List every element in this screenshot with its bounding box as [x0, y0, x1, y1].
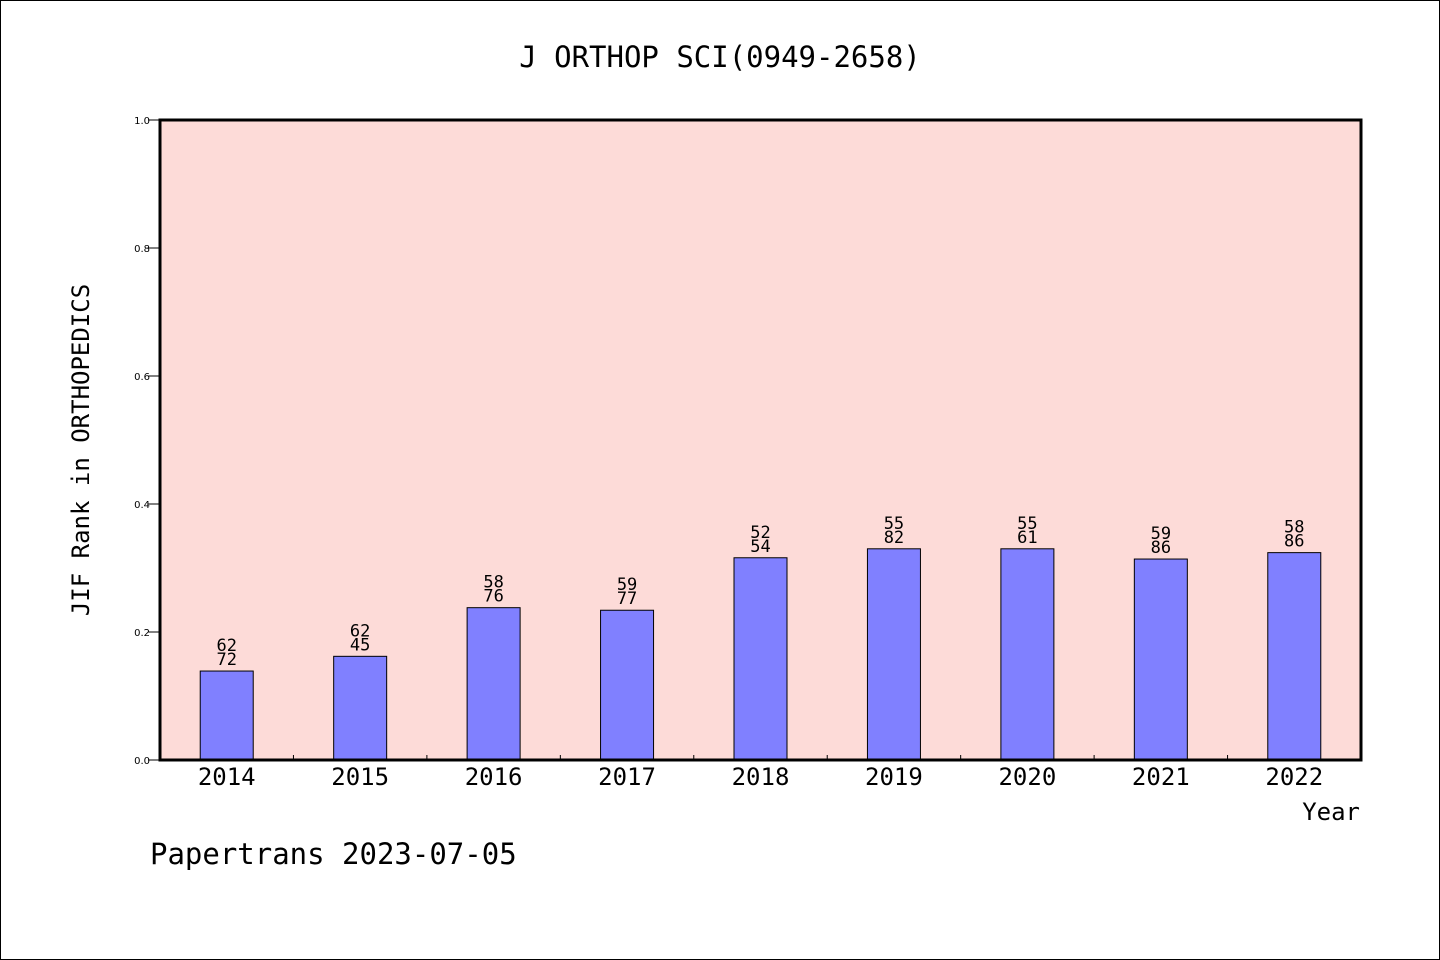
y-tick-label: 1.0: [134, 116, 150, 127]
chart-title: J ORTHOP SCI(0949-2658): [519, 40, 921, 74]
y-tick-label: 0.4: [134, 500, 150, 511]
bar: [600, 609, 655, 761]
y-tick-label: 0.0: [134, 756, 150, 767]
x-tick-label: 2017: [598, 763, 656, 791]
bar-label-top: 62: [350, 621, 370, 641]
bar-label-top: 59: [1151, 524, 1171, 544]
bar: [1000, 548, 1055, 761]
bar: [1133, 558, 1188, 761]
bar-label-top: 59: [617, 575, 637, 595]
x-tick-label: 2021: [1132, 763, 1190, 791]
bar-label-bottom: 45: [350, 635, 370, 655]
x-tick-label: 2019: [865, 763, 923, 791]
y-tick-label: 0.2: [134, 628, 150, 639]
x-tick-label: 2015: [331, 763, 389, 791]
bar-label-bottom: 86: [1151, 538, 1171, 558]
footer-credit: Papertrans 2023-07-05: [150, 837, 517, 871]
y-axis: 0.0 0.2 0.4 0.6 0.8 1.0: [134, 116, 160, 767]
x-axis: 2014 2015 2016 2017 2018 2019 2020 2021 2022: [198, 755, 1323, 791]
y-tick-label: 0.8: [134, 244, 150, 255]
bar-label-bottom: 77: [617, 589, 637, 609]
bar-label-bottom: 86: [1284, 532, 1304, 552]
x-axis-label: Year: [1302, 798, 1360, 826]
bar-label-top: 58: [1284, 518, 1304, 538]
y-axis-label: JIF Rank in ORTHOPEDICS: [67, 284, 95, 616]
bar-label-top: 58: [483, 573, 503, 593]
x-tick-label: 2018: [732, 763, 790, 791]
bar-label-bottom: 82: [884, 528, 904, 548]
bar-label-top: 55: [1017, 514, 1037, 534]
bar: [1267, 552, 1322, 761]
bar-label-bottom: 72: [216, 650, 236, 670]
x-tick-label: 2014: [198, 763, 256, 791]
bar: [333, 655, 388, 761]
bar-label-bottom: 61: [1017, 528, 1037, 548]
y-tick-label: 0.6: [134, 372, 150, 383]
x-tick-label: 2020: [998, 763, 1056, 791]
x-tick-label: 2022: [1265, 763, 1323, 791]
bar-label-top: 55: [884, 514, 904, 534]
bar-label-bottom: 76: [483, 587, 503, 607]
bar: [866, 548, 921, 761]
bar-label-bottom: 54: [750, 537, 770, 557]
plot-border: [158, 118, 1363, 762]
bar: [466, 607, 521, 761]
x-tick-label: 2016: [465, 763, 523, 791]
bar: [199, 670, 254, 761]
bar-label-top: 52: [750, 523, 770, 543]
bar-label-top: 62: [216, 636, 236, 656]
bar: [733, 557, 788, 761]
